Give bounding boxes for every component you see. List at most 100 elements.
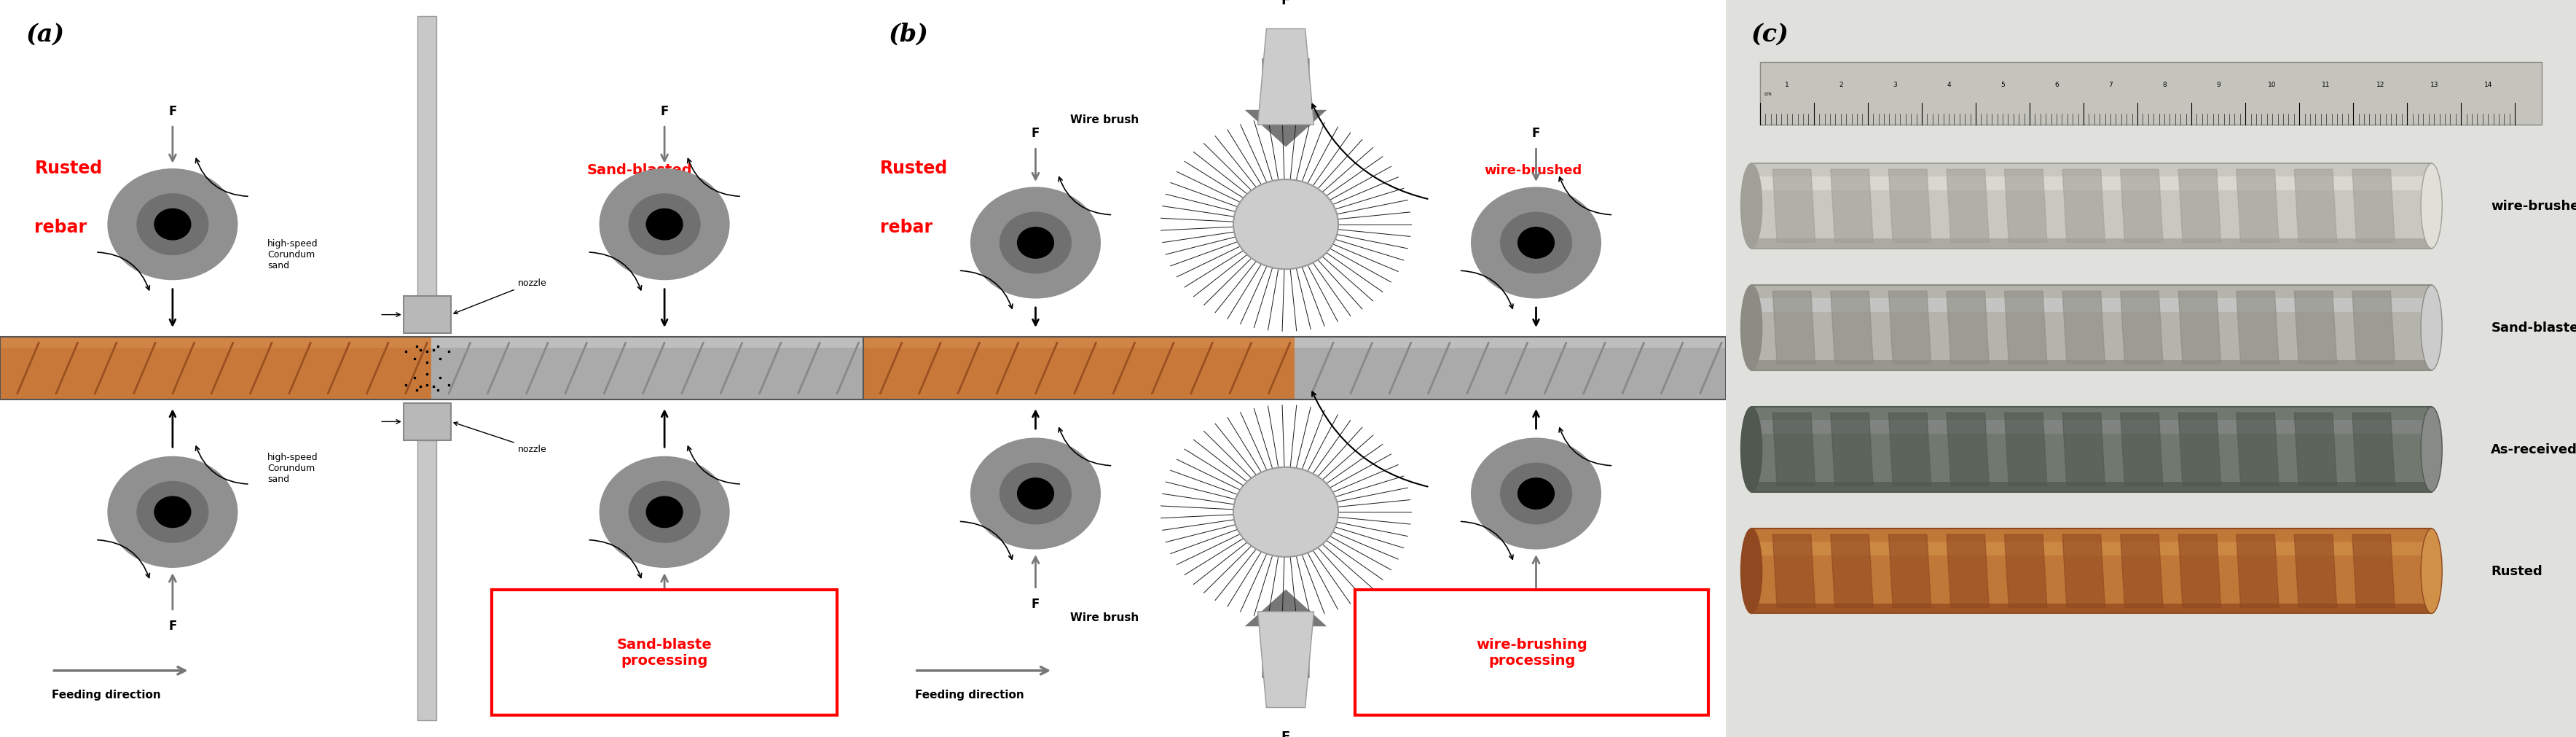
Circle shape [1517,228,1553,259]
Text: cm: cm [1765,92,1772,96]
Text: high-speed
Corundum
sand: high-speed Corundum sand [268,239,319,270]
Text: 3: 3 [1893,81,1896,88]
Circle shape [108,170,237,280]
Polygon shape [2063,535,2105,607]
Circle shape [108,457,237,567]
Bar [0,338,433,399]
Bar [0,338,433,399]
Bar [1296,338,1726,399]
Polygon shape [2236,413,2280,486]
Text: 4: 4 [1947,81,1950,88]
Circle shape [999,213,1072,273]
Bar [1752,239,2432,249]
Bar [0,338,433,399]
Text: As-received: As-received [2491,443,2576,456]
Polygon shape [2352,291,2396,364]
Bar [0,338,433,399]
Circle shape [647,497,683,528]
Circle shape [1517,478,1553,509]
Bar [0,338,433,399]
Bar [863,338,1726,399]
Polygon shape [2295,535,2336,607]
Circle shape [1471,439,1600,549]
Circle shape [971,188,1100,298]
Polygon shape [2120,413,2164,486]
Text: F: F [1030,127,1041,140]
Text: Sand-blasted: Sand-blasted [2491,321,2576,335]
Bar [1752,177,2432,191]
Text: F: F [1030,597,1041,610]
Polygon shape [1832,291,1873,364]
Text: Feeding direction: Feeding direction [52,689,160,700]
Bar [0,338,433,399]
Text: (c): (c) [1752,22,1790,46]
Text: F: F [167,619,178,632]
Text: F: F [1533,127,1540,140]
Bar [1752,407,2432,492]
Polygon shape [1832,170,1873,243]
Text: nozzle: nozzle [453,422,546,453]
Text: F: F [1280,0,1291,7]
Text: nozzle: nozzle [453,279,546,314]
Ellipse shape [2421,529,2442,613]
Circle shape [647,209,683,240]
Polygon shape [2295,170,2336,243]
Circle shape [1234,180,1340,270]
Circle shape [600,457,729,567]
Bar [1752,542,2432,556]
Bar [0,337,433,349]
Polygon shape [2352,413,2396,486]
Polygon shape [2004,413,2048,486]
Polygon shape [2179,413,2221,486]
Text: Wire brush: Wire brush [1072,114,1139,125]
Text: wire-brushed: wire-brushed [1484,164,1582,177]
Text: F: F [659,105,670,118]
Bar [1752,529,2432,613]
Polygon shape [1772,291,1816,364]
Text: 14: 14 [2483,81,2491,88]
Text: rebar: rebar [33,218,88,236]
Bar [1752,285,2432,370]
Polygon shape [1257,29,1314,125]
Bar [0,338,433,399]
Bar [417,440,438,721]
Bar [0,338,433,399]
Circle shape [629,195,701,255]
Bar [0,338,433,399]
Polygon shape [2295,291,2336,364]
Polygon shape [1888,413,1932,486]
Circle shape [155,497,191,528]
Polygon shape [2120,170,2164,243]
Bar [1752,420,2432,434]
Bar [1759,63,2543,125]
Bar [404,404,451,440]
Polygon shape [1832,413,1873,486]
Bar [433,337,863,349]
Text: Rusted: Rusted [2491,565,2543,578]
Polygon shape [2352,535,2396,607]
Text: rebar: rebar [1520,223,1558,236]
Bar [0,338,433,399]
Bar [0,338,433,399]
Circle shape [1018,228,1054,259]
Polygon shape [2236,291,2280,364]
Bar [433,338,863,399]
Bar [1355,590,1708,715]
Circle shape [629,482,701,542]
Bar [0,338,433,399]
Bar [0,338,433,399]
Text: 7: 7 [2107,81,2112,88]
Polygon shape [2179,535,2221,607]
Bar [0,338,433,399]
Bar [0,338,433,399]
Ellipse shape [2421,164,2442,249]
Polygon shape [1772,413,1816,486]
Bar [0,338,433,399]
Polygon shape [2295,413,2336,486]
Polygon shape [1244,590,1327,678]
Text: F: F [659,619,670,632]
Polygon shape [2004,535,2048,607]
Ellipse shape [1741,285,1762,370]
Polygon shape [2004,170,2048,243]
Polygon shape [2120,535,2164,607]
